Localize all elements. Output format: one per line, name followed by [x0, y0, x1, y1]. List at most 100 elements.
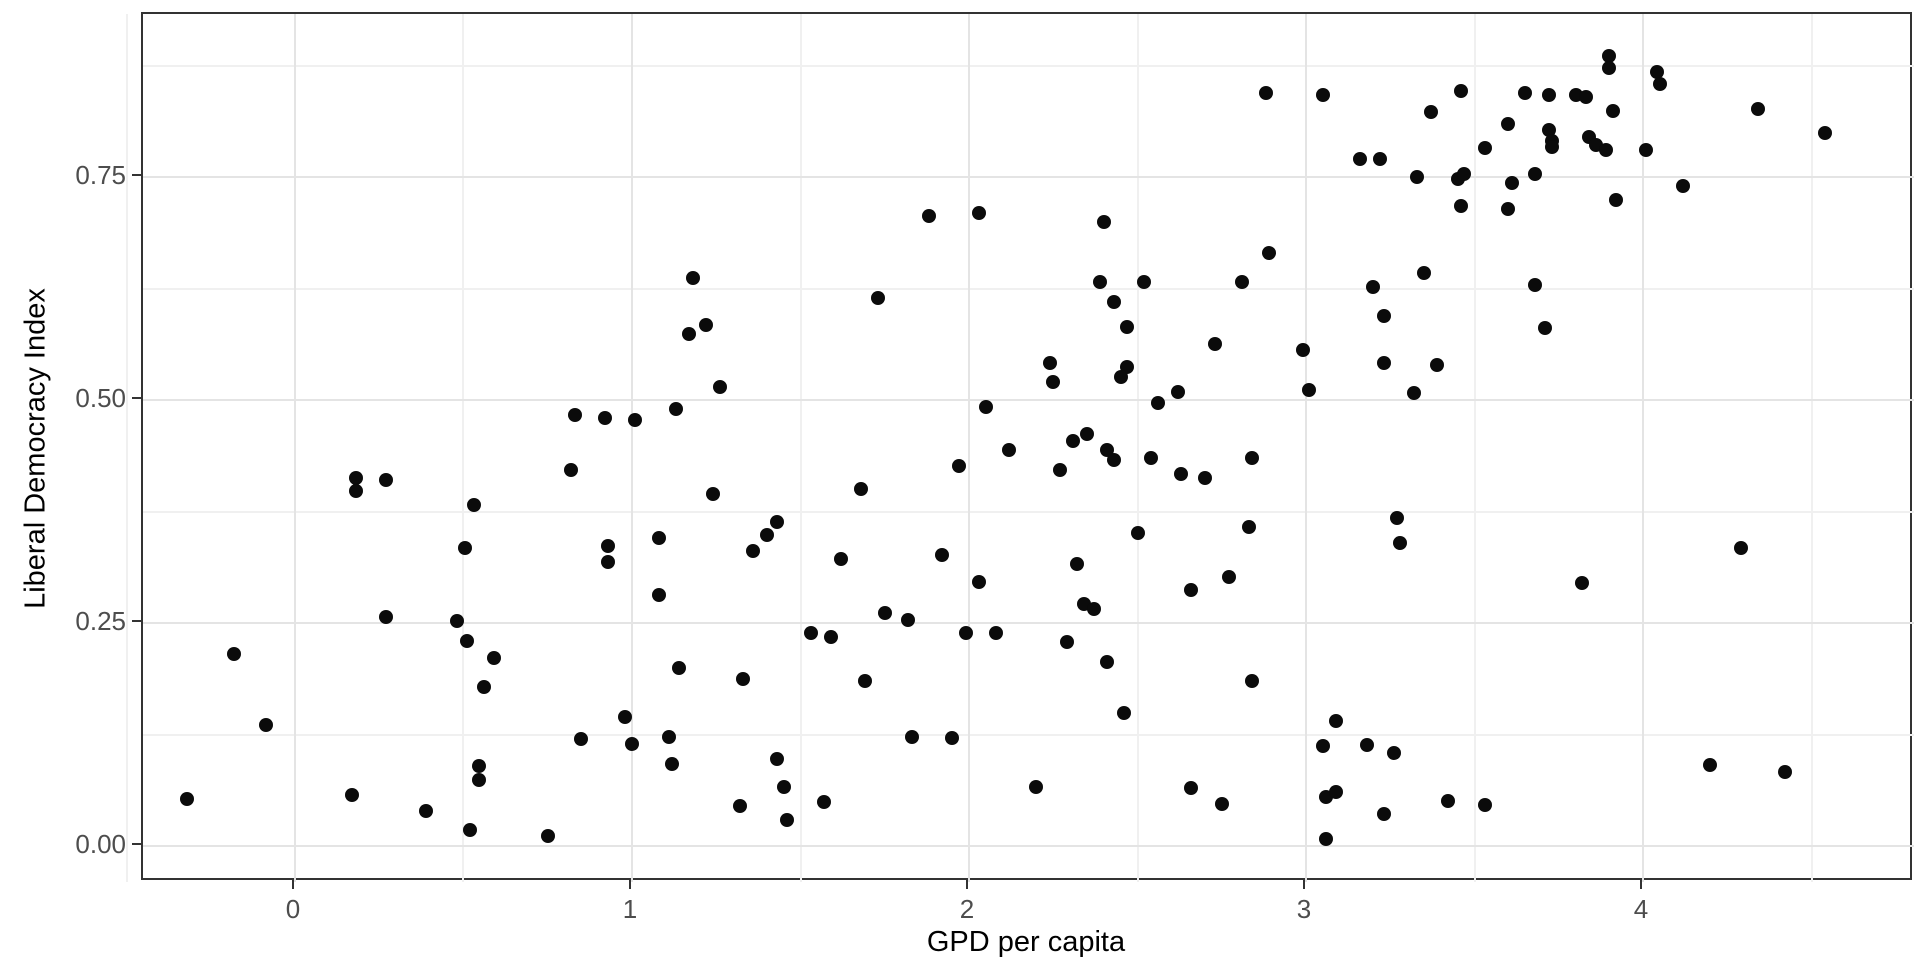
data-point: [378, 610, 393, 625]
data-point: [759, 527, 774, 542]
data-point: [776, 780, 791, 795]
data-point: [601, 538, 616, 553]
data-point: [1184, 781, 1199, 796]
data-point: [769, 515, 784, 530]
data-point: [419, 803, 434, 818]
x-tick-mark: [1640, 880, 1643, 889]
gridline-y-minor: [143, 287, 1914, 290]
data-point: [1423, 105, 1438, 120]
data-point: [574, 732, 589, 747]
data-point: [1221, 569, 1236, 584]
data-point: [1197, 470, 1212, 485]
data-point: [1406, 386, 1421, 401]
data-point: [1750, 101, 1765, 116]
data-point: [935, 548, 950, 563]
x-tick-mark: [629, 880, 631, 889]
gridline-x-minor: [1810, 14, 1813, 882]
data-point: [746, 544, 761, 559]
data-point: [769, 751, 784, 766]
data-point: [1578, 89, 1593, 104]
data-point: [1376, 807, 1391, 822]
data-point: [803, 626, 818, 641]
data-point: [705, 486, 720, 501]
data-point: [1144, 451, 1158, 466]
y-axis-title: Liberal Democracy Index: [19, 288, 52, 609]
data-point: [1410, 170, 1425, 185]
x-tick-label: 1: [622, 894, 638, 924]
data-point: [564, 462, 579, 477]
data-point: [736, 672, 751, 687]
data-point: [857, 674, 872, 689]
data-point: [1649, 64, 1664, 79]
data-point: [988, 626, 1003, 641]
y-tick-label: 0.00: [75, 829, 126, 860]
y-tick-label: 0.25: [75, 606, 126, 637]
data-point: [1029, 780, 1044, 795]
data-point: [1703, 758, 1718, 773]
data-point: [1440, 793, 1455, 808]
plot-panel: [125, 12, 1914, 882]
y-tick-mark: [132, 620, 141, 623]
data-point: [1106, 453, 1121, 468]
data-point: [1002, 443, 1017, 458]
data-point: [1150, 395, 1165, 410]
data-point: [471, 773, 486, 788]
data-point: [1501, 116, 1516, 131]
data-point: [618, 709, 633, 724]
gridline-x-minor: [125, 14, 128, 882]
data-point: [712, 379, 727, 394]
data-point: [651, 530, 666, 545]
data-point: [817, 794, 832, 809]
data-point: [1777, 765, 1792, 780]
data-point: [1376, 309, 1391, 324]
data-point: [833, 552, 848, 567]
data-point: [1093, 274, 1108, 289]
data-point: [1208, 337, 1223, 352]
data-point: [1575, 576, 1590, 591]
data-point: [1373, 151, 1388, 166]
data-point: [1501, 202, 1516, 217]
gridline-x-minor: [1136, 14, 1139, 882]
data-point: [699, 318, 714, 333]
data-point: [1130, 526, 1145, 541]
data-point: [449, 613, 464, 628]
data-point: [540, 828, 555, 843]
x-tick-label: 3: [1296, 894, 1312, 924]
y-tick-mark: [132, 174, 141, 177]
gridline-x-major: [1642, 14, 1645, 882]
data-point: [1174, 467, 1189, 482]
data-point: [1079, 427, 1094, 442]
data-point: [1652, 76, 1667, 91]
data-point: [1528, 278, 1543, 293]
data-point: [1258, 85, 1273, 100]
data-point: [1538, 321, 1553, 335]
data-point: [1042, 355, 1057, 370]
gridline-y-minor: [143, 733, 1914, 736]
data-point: [1454, 198, 1469, 213]
data-point: [1137, 274, 1152, 289]
data-point: [668, 402, 683, 417]
data-point: [1234, 274, 1249, 289]
data-point: [378, 472, 393, 487]
data-point: [459, 634, 474, 649]
gridline-x-minor: [799, 14, 802, 882]
data-point: [1245, 451, 1260, 466]
x-tick-mark: [291, 880, 294, 889]
data-point: [972, 575, 987, 590]
data-point: [598, 411, 613, 426]
data-point: [901, 612, 916, 627]
data-point: [625, 736, 639, 751]
data-point: [1541, 122, 1556, 137]
data-point: [1359, 737, 1374, 752]
gridline-x-minor: [462, 14, 465, 882]
data-point: [1117, 706, 1132, 721]
data-point: [685, 271, 700, 286]
gridline-x-major: [1305, 14, 1308, 882]
data-point: [348, 470, 363, 485]
data-point: [854, 481, 869, 496]
data-point: [1120, 320, 1135, 335]
data-point: [780, 812, 795, 827]
data-point: [662, 730, 677, 745]
data-point: [945, 731, 960, 746]
